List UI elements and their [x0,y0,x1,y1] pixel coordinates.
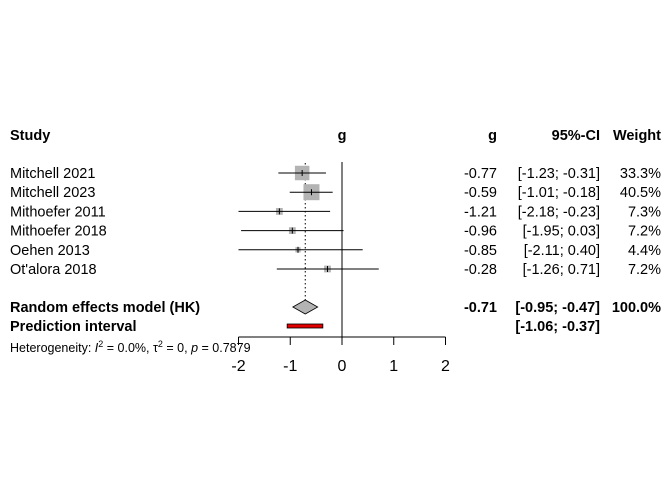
pooled-diamond [292,299,319,315]
header-g: g [488,128,497,144]
superscript: 2 [158,339,163,349]
study-ci-value: [-1.26; 0.71] [523,262,600,278]
header-study: Study [10,128,50,144]
pooled-g-value: -0.71 [464,300,497,316]
x-tick-label: 0 [338,358,347,375]
study-weight-value: 7.2% [628,224,661,240]
study-g-value: -0.85 [464,243,497,259]
pooled-weight-value: 100.0% [612,300,661,316]
study-g-value: -0.77 [464,166,497,182]
x-tick-label: 2 [441,358,450,375]
study-ci-value: [-1.01; -0.18] [518,185,600,201]
prediction-ci-value: [-1.06; -0.37] [515,319,600,335]
study-g-value: -0.59 [464,185,497,201]
study-weight-value: 4.4% [628,243,661,259]
tau2-value: = 0, [163,341,191,355]
header-plot-g: g [338,128,347,144]
study-weight-value: 7.3% [628,204,661,220]
pooled-name: Random effects model (HK) [10,300,200,316]
i2-symbol: I [95,341,99,355]
study-g-value: -1.21 [464,204,497,220]
study-ci-value: [-2.18; -0.23] [518,204,600,220]
study-ci-value: [-1.95; 0.03] [523,224,600,240]
i2-value: = 0.0%, [103,341,153,355]
study-name: Mitchell 2023 [10,185,95,201]
p-symbol: p [190,341,198,355]
tau-symbol: τ [153,341,158,355]
study-name: Oehen 2013 [10,243,90,259]
study-name: Mithoefer 2011 [10,204,106,220]
study-ci-value: [-2.11; 0.40] [524,243,600,259]
pooled-ci-value: [-0.95; -0.47] [515,300,600,316]
study-ci-value: [-1.23; -0.31] [518,166,600,182]
superscript: 2 [98,339,103,349]
x-tick-label: -2 [231,358,245,375]
study-weight-value: 7.2% [628,262,661,278]
prediction-bar [286,323,324,329]
study-weight-value: 33.3% [620,166,661,182]
header-ci: 95%-CI [552,128,600,144]
x-tick-label: 1 [389,358,398,375]
heterogeneity-label: Heterogeneity: [10,341,95,355]
prediction-name: Prediction interval [10,319,137,335]
study-name: Mithoefer 2018 [10,224,107,240]
heterogeneity-text: Heterogeneity: I2 = 0.0%, τ2 = 0, p = 0.… [10,339,251,355]
study-g-value: -0.96 [464,224,497,240]
study-weight-value: 40.5% [620,185,661,201]
study-name: Ot'alora 2018 [10,262,97,278]
p-value: = 0.7879 [198,341,251,355]
study-g-value: -0.28 [464,262,497,278]
header-weight: Weight [613,128,661,144]
x-tick-label: -1 [283,358,297,375]
study-name: Mitchell 2021 [10,166,95,182]
